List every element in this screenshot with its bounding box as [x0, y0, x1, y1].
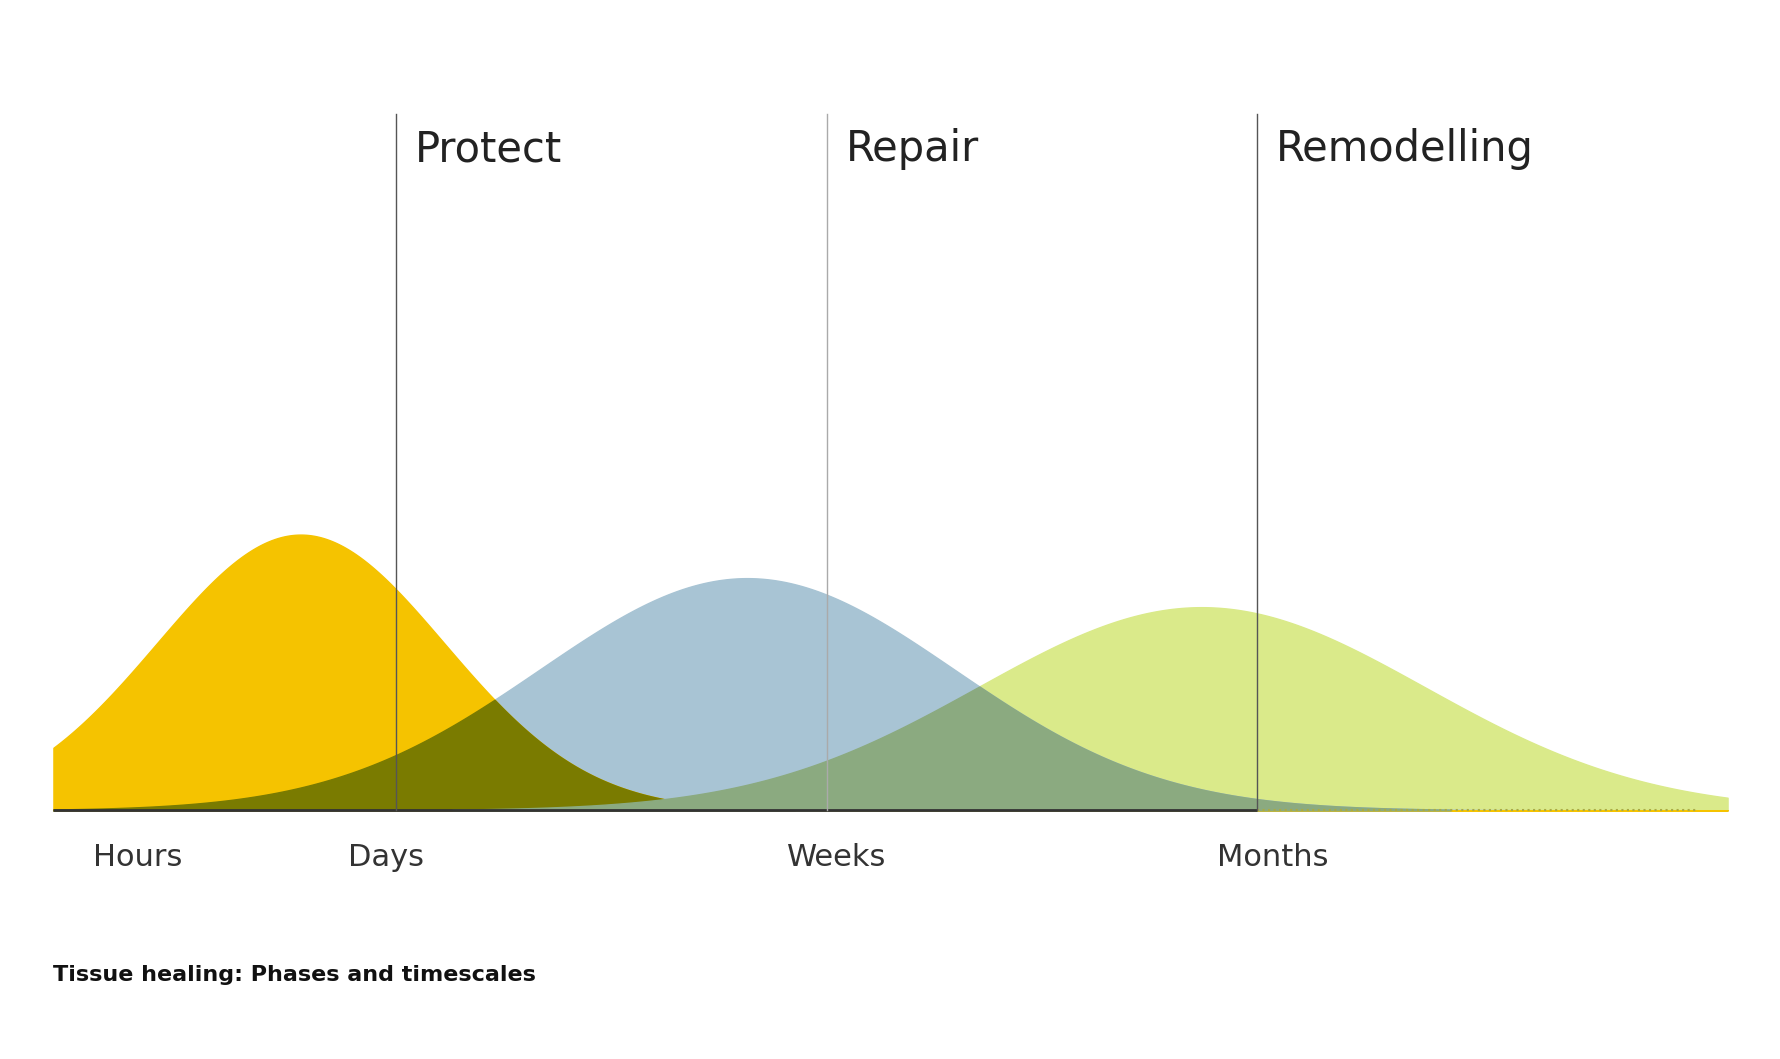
Text: Weeks: Weeks: [787, 843, 886, 872]
Text: Days: Days: [349, 843, 424, 872]
Text: Repair: Repair: [846, 128, 979, 170]
Text: Remodelling: Remodelling: [1276, 128, 1533, 170]
Text: Tissue healing: Phases and timescales: Tissue healing: Phases and timescales: [53, 965, 536, 985]
Text: Hours: Hours: [93, 843, 183, 872]
Text: Months: Months: [1218, 843, 1328, 872]
Text: Protect: Protect: [415, 128, 562, 170]
